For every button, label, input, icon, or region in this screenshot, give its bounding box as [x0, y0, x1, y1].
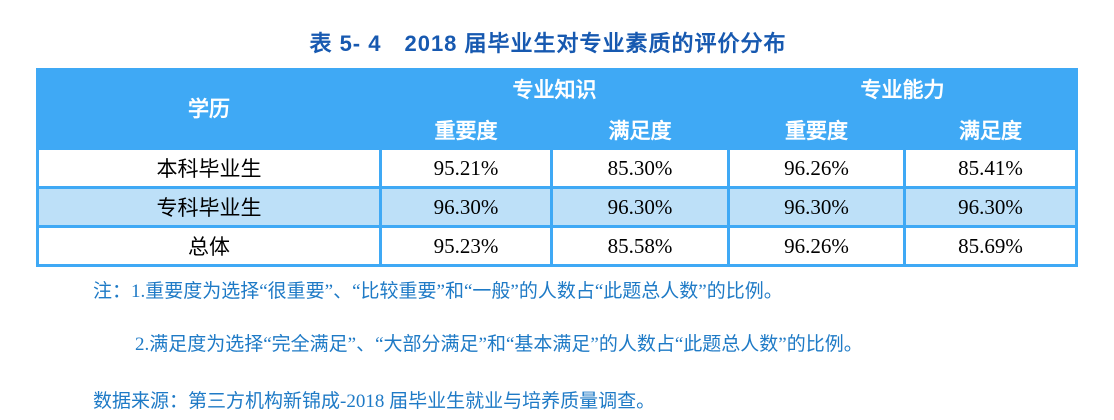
table-cell: 96.30%: [553, 189, 727, 225]
row-label: 总体: [39, 228, 379, 264]
evaluation-table: 学历 专业知识 专业能力 重要度 满足度 重要度 满足度 本科毕业生 95.21…: [36, 68, 1078, 267]
table-cell: 96.30%: [382, 189, 550, 225]
table-cell: 85.30%: [553, 150, 727, 186]
row-label: 专科毕业生: [39, 189, 379, 225]
header-importance-knowledge: 重要度: [434, 119, 498, 143]
header-satisfaction-knowledge: 满足度: [608, 119, 672, 143]
table-cell: 85.41%: [906, 150, 1075, 186]
table-cell: 96.30%: [906, 189, 1075, 225]
header-degree: 学历: [188, 96, 230, 121]
row-label: 本科毕业生: [39, 150, 379, 186]
table-cell: 96.26%: [730, 228, 903, 264]
header-group-ability: 专业能力: [860, 78, 945, 102]
header-importance-ability: 重要度: [785, 119, 848, 143]
header-satisfaction-ability: 满足度: [959, 119, 1022, 143]
table-cell: 85.69%: [906, 228, 1075, 264]
data-source-line: 数据来源：第三方机构新锦成-2018 届毕业生就业与培养质量调查。: [93, 391, 656, 412]
table-cell: 96.30%: [730, 189, 903, 225]
table-cell: 96.26%: [730, 150, 903, 186]
table-cell: 95.23%: [382, 228, 550, 264]
footnote-importance: 注：1.重要度为选择“很重要”、“比较重要”和“一般”的人数占“此题总人数”的比…: [93, 281, 783, 302]
table-cell: 85.58%: [553, 228, 727, 264]
table-cell: 95.21%: [382, 150, 550, 186]
header-group-knowledge: 专业知识: [512, 78, 597, 102]
page-title: 表 5- 4 2018 届毕业生对专业素质的评价分布: [309, 31, 787, 56]
footnote-satisfaction: 2.满足度为选择“完全满足”、“大部分满足”和“基本满足”的人数占“此题总人数”…: [135, 334, 863, 355]
